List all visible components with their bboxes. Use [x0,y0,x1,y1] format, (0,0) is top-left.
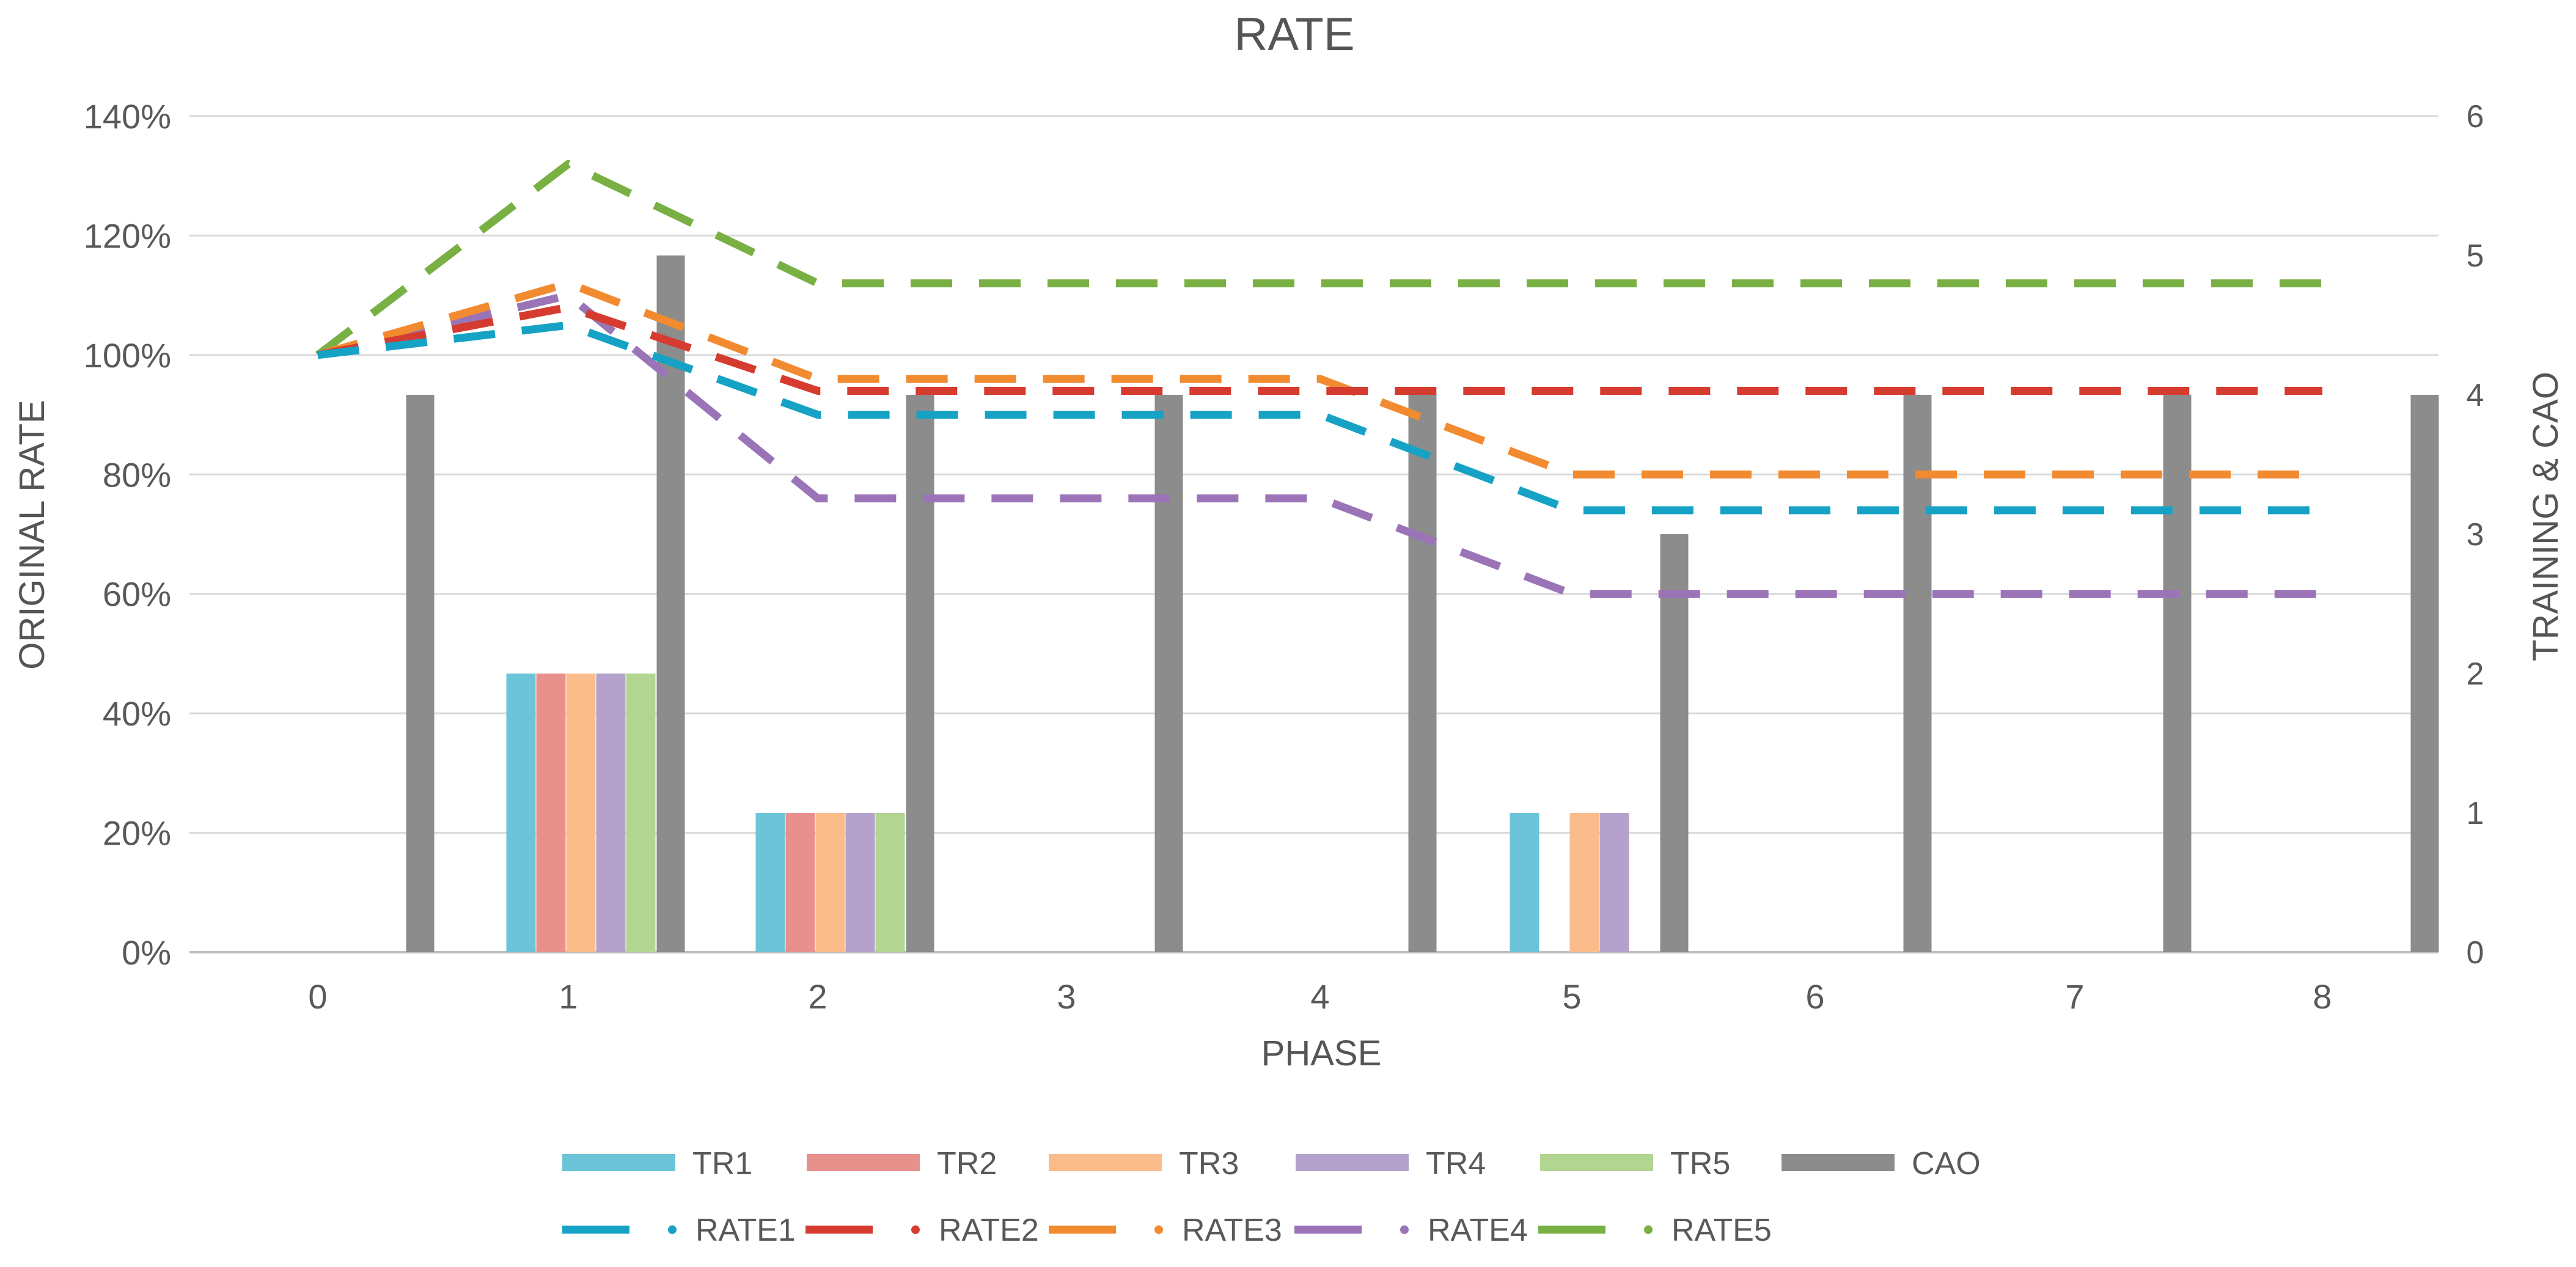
legend-swatch-tr5 [1540,1154,1653,1171]
right-tick-label: 6 [2467,99,2484,134]
rate-lines [315,160,2322,598]
left-axis: 0% 20% 40% 60% 80% 100% 120% 140% [84,97,171,972]
x-tick-label: 8 [2313,977,2332,1016]
legend-dot-rate3 [1154,1225,1163,1234]
bar-cao [1408,395,1437,952]
legend-label: RATE4 [1428,1213,1528,1248]
legend-label: RATE1 [695,1213,796,1248]
bar-tr5 [626,674,656,952]
legend-dot-rate5 [1644,1225,1653,1234]
legend-label: RATE5 [1671,1213,1772,1248]
legend-label: TR4 [1426,1146,1486,1181]
legend-dot-rate1 [668,1225,677,1234]
legend-swatch-tr1 [562,1154,675,1171]
x-axis: 0 1 2 3 4 5 6 7 8 [308,977,2332,1016]
legend-dot-rate2 [911,1225,920,1234]
legend: TR1 TR2 TR3 TR4 TR5 CAO RATE1 RATE2 RATE3 RATE4 RA… [562,1146,1981,1248]
bar-tr1 [1510,813,1539,952]
left-tick-label: 60% [103,575,171,614]
legend-swatch-tr4 [1296,1154,1409,1171]
legend-label: RATE3 [1182,1213,1282,1248]
bar-tr3 [566,674,596,952]
left-tick-label: 20% [103,814,171,853]
legend-label: TR3 [1179,1146,1239,1181]
left-tick-label: 40% [103,694,171,733]
bars [406,255,2439,952]
bar-tr3 [1569,813,1599,952]
left-tick-label: 140% [84,97,171,136]
line-rate3 [317,279,2322,479]
x-tick-label: 4 [1310,977,1329,1016]
bar-cao [1660,534,1689,952]
legend-label: CAO [1912,1146,1981,1181]
bar-tr1 [755,813,785,952]
bar-cao [906,395,934,952]
bar-tr2 [785,813,815,952]
bar-cao [2163,395,2192,952]
right-tick-label: 4 [2467,378,2484,413]
chart-title: RATE [1234,9,1354,61]
x-tick-label: 0 [308,977,327,1016]
right-tick-label: 2 [2467,656,2484,692]
bar-tr4 [1599,813,1629,952]
legend-swatch-tr3 [1049,1154,1162,1171]
bar-tr1 [506,674,536,952]
y-axis-left-label: ORIGINAL RATE [12,400,52,670]
left-tick-label: 80% [103,455,171,494]
bar-tr2 [536,674,566,952]
right-axis: 0 1 2 3 4 5 6 [2467,99,2484,971]
bar-tr5 [875,813,905,952]
legend-swatch-cao [1782,1154,1895,1171]
left-tick-label: 120% [84,216,171,255]
y-axis-right-label: TRAINING & CAO [2526,372,2566,661]
left-tick-label: 100% [84,336,171,375]
x-tick-label: 5 [1562,977,1581,1016]
bar-cao [1903,395,1932,952]
right-tick-label: 0 [2467,935,2484,971]
legend-label: TR1 [692,1146,752,1181]
right-tick-label: 1 [2467,796,2484,831]
bar-cao [1154,395,1183,952]
right-tick-label: 5 [2467,238,2484,274]
legend-label: RATE2 [939,1213,1039,1248]
legend-label: TR5 [1670,1146,1730,1181]
line-rate4 [317,291,2322,598]
bar-tr4 [596,674,626,952]
bar-tr4 [845,813,875,952]
line-rate1 [317,321,2322,515]
bar-tr3 [815,813,845,952]
bar-cao [2410,395,2439,952]
legend-dot-rate4 [1400,1225,1409,1234]
bar-cao [406,395,435,952]
x-tick-label: 2 [808,977,827,1016]
legend-label: TR2 [937,1146,997,1181]
left-tick-label: 0% [122,933,171,972]
right-tick-label: 3 [2467,517,2484,553]
x-tick-label: 7 [2065,977,2084,1016]
legend-swatch-tr2 [807,1154,920,1171]
line-rate2 [317,303,2322,395]
x-tick-label: 6 [1805,977,1824,1016]
x-tick-label: 3 [1057,977,1076,1016]
x-axis-label: PHASE [1261,1034,1382,1073]
x-tick-label: 1 [559,977,578,1016]
